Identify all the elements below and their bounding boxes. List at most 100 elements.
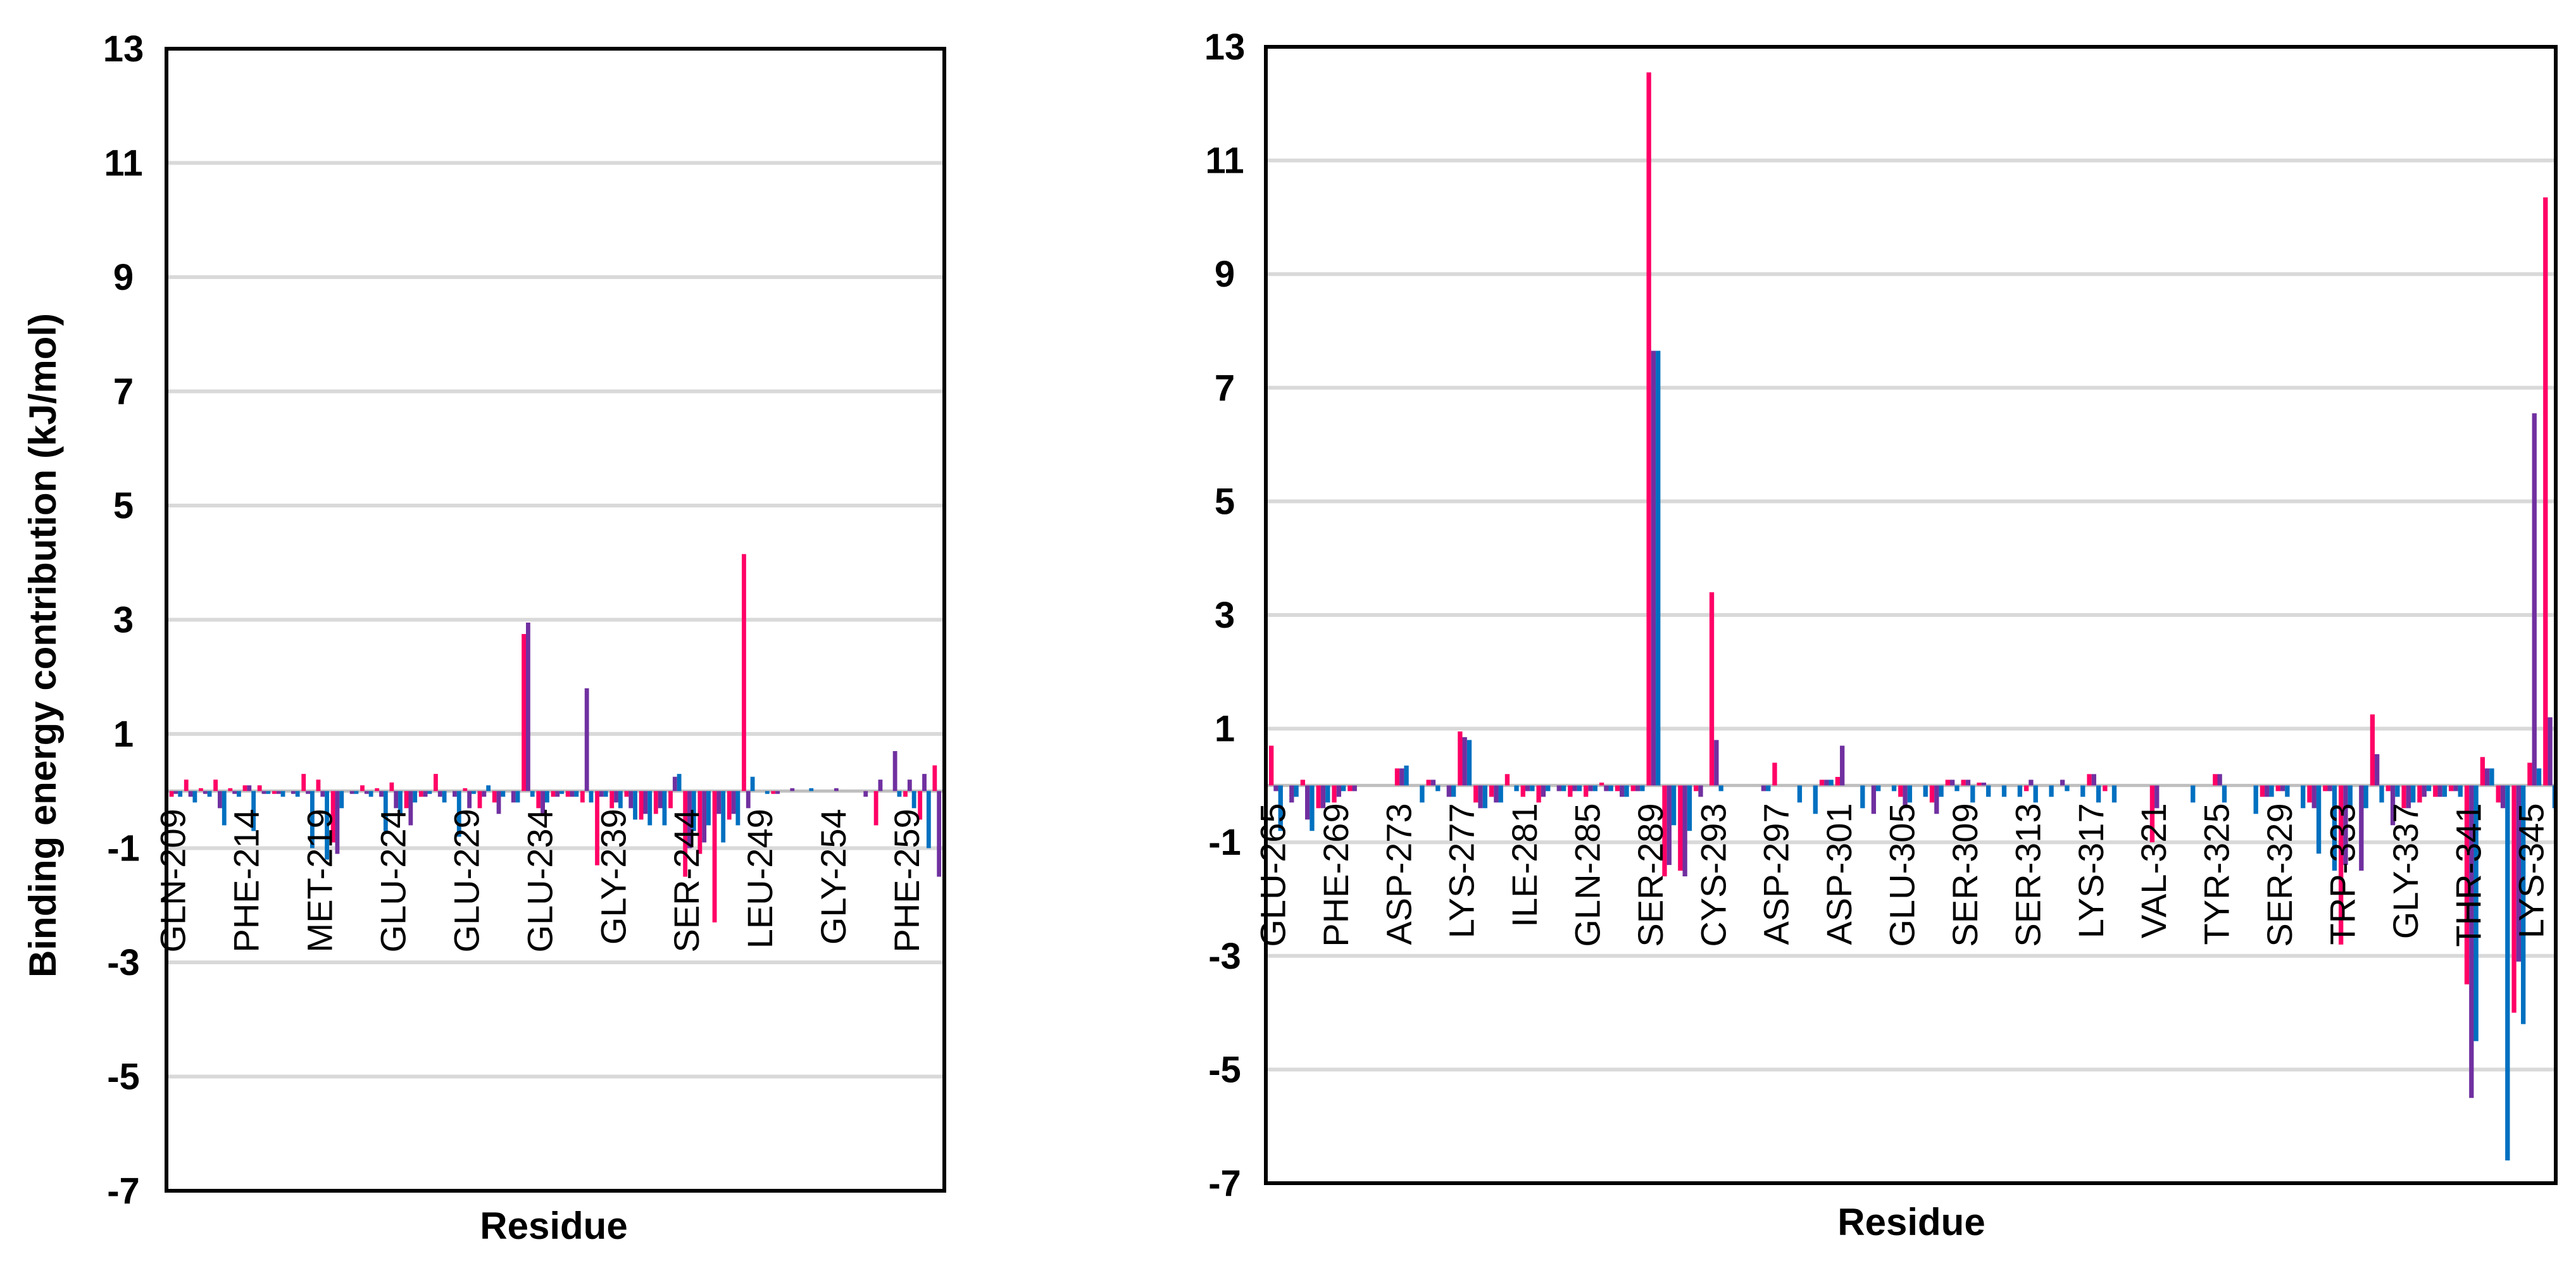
bar-series-1: [2103, 785, 2108, 792]
bar-series-1: [1630, 785, 1635, 792]
bar-series-1: [918, 791, 923, 820]
x-tick-label: GLU-224: [373, 809, 413, 952]
bar-series-3: [2301, 785, 2306, 809]
y-tick-label: -1: [1208, 822, 1241, 863]
bar-series-2: [599, 791, 604, 797]
bar-series-1: [1772, 762, 1777, 786]
bar-series-3: [2017, 785, 2023, 797]
bar-series-1: [2087, 774, 2092, 786]
bar-series-2: [232, 791, 237, 794]
bar-series-3: [427, 791, 432, 794]
bar-series-1: [213, 780, 218, 792]
bar-series-2: [1981, 782, 1987, 786]
bar-series-2: [1635, 785, 1641, 792]
bar-series-2: [790, 788, 795, 792]
bar-series-3: [1592, 785, 1597, 792]
bar-series-2: [1525, 785, 1530, 792]
bar-series-3: [603, 791, 608, 797]
bar-series-3: [2096, 785, 2101, 803]
bar-series-1: [463, 788, 468, 792]
bar-series-3: [1278, 785, 1283, 831]
bar-series-1: [1584, 785, 1589, 797]
x-tick-label: LEU-249: [740, 809, 780, 948]
bar-series-3: [1970, 785, 1975, 803]
bar-series-2: [2437, 785, 2442, 797]
bar-series-3: [2442, 785, 2448, 797]
bar-series-2: [584, 688, 589, 792]
x-axis-title: Residue: [480, 1205, 627, 1247]
bar-series-2: [570, 791, 575, 797]
bar-series-1: [1300, 780, 1305, 786]
bar-series-2: [335, 791, 340, 854]
y-tick-label: -5: [1208, 1049, 1241, 1090]
y-tick-label: -5: [107, 1057, 140, 1098]
bar-series-1: [2401, 785, 2406, 809]
bar-series-2: [437, 791, 442, 797]
bar-series-2: [1651, 351, 1656, 786]
bar-series-3: [926, 791, 931, 848]
bar-series-1: [199, 788, 203, 792]
x-tick-label: MET-219: [299, 809, 339, 952]
bar-series-3: [1514, 785, 1519, 792]
bar-series-1: [2433, 785, 2438, 797]
bar-series-2: [555, 791, 560, 797]
bar-series-1: [639, 791, 644, 820]
bar-series-2: [2548, 717, 2553, 786]
bar-series-2: [2532, 413, 2537, 786]
bar-series-2: [2280, 785, 2285, 792]
bar-series-2: [276, 791, 281, 794]
bar-series-2: [2390, 785, 2396, 826]
bar-series-3: [1766, 785, 1771, 792]
bar-series-2: [1871, 785, 1877, 814]
bar-series-3: [1640, 785, 1645, 792]
bar-series-3: [1294, 785, 1299, 797]
bar-series-3: [1310, 785, 1315, 831]
bar-series-3: [413, 791, 418, 803]
bar-series-2: [261, 791, 266, 794]
bar-series-1: [2339, 785, 2344, 945]
x-tick-label: GLU-234: [520, 809, 560, 952]
plot-frame: [165, 47, 946, 1193]
bar-series-3: [368, 791, 373, 797]
bar-series-1: [1898, 785, 1903, 797]
bar-series-1: [1819, 780, 1825, 786]
bar-series-2: [2343, 785, 2348, 866]
bar-series-1: [2417, 785, 2422, 803]
bar-series-3: [222, 791, 227, 826]
bar-series-1: [624, 791, 629, 797]
bar-series-1: [2023, 785, 2029, 792]
bar-series-1: [697, 791, 703, 854]
bar-series-1: [2370, 714, 2375, 786]
bar-series-2: [1336, 785, 1342, 797]
bar-series-2: [496, 791, 501, 814]
y-tick-label: -7: [107, 1171, 140, 1212]
bar-series-3: [1829, 780, 1834, 786]
y-tick-label: 9: [113, 257, 134, 298]
bar-series-1: [1473, 785, 1479, 803]
chart-right: Residue 13 11 9 7 5 3 1 -1 -3 -5 -7 GLU-265 PHE-269 A…: [1204, 27, 2558, 1243]
bar-series-2: [379, 791, 384, 797]
bar-series-3: [2348, 785, 2353, 809]
bar-series-2: [218, 791, 222, 809]
bar-series-1: [434, 774, 438, 792]
bar-series-2: [1352, 785, 1357, 792]
bar-series-1: [1929, 785, 1935, 803]
bar-series-3: [897, 791, 902, 797]
bar-series-3: [1954, 785, 1960, 792]
bar-series-3: [662, 791, 667, 826]
y-axis-title: Binding energy contribution (kJ/mol): [22, 313, 64, 978]
bar-series-2: [628, 791, 634, 809]
bar-series-1: [565, 791, 570, 797]
bar-series-2: [2375, 754, 2380, 786]
bar-series-1: [522, 634, 526, 792]
bar-series-3: [574, 791, 579, 797]
x-tick-label: SER-289: [1630, 803, 1670, 947]
bar-series-3: [1577, 785, 1582, 792]
bar-series-2: [716, 791, 722, 814]
bar-series-2: [1604, 785, 1609, 792]
bar-series-3: [2332, 785, 2337, 871]
y-tick-label: 13: [1204, 27, 1246, 68]
bar-series-2: [291, 791, 296, 794]
bar-series-1: [389, 782, 394, 792]
bar-series-3: [1466, 740, 1472, 786]
